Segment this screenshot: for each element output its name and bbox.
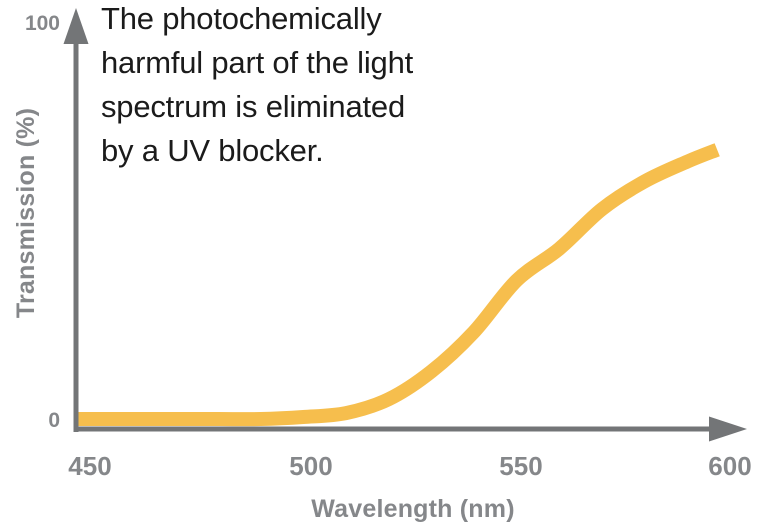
annotation-line-3: spectrum is eliminated bbox=[101, 89, 405, 124]
transmission-curve bbox=[77, 143, 720, 427]
annotation-line-4: by a UV blocker. bbox=[101, 133, 324, 168]
y-axis-line bbox=[73, 40, 79, 432]
x-tick-450: 450 bbox=[68, 451, 111, 481]
y-tick-100: 100 bbox=[25, 12, 60, 35]
annotation-line-1: The photochemically bbox=[101, 1, 382, 36]
x-axis-label: Wavelength (nm) bbox=[311, 495, 514, 523]
annotation-line-2: harmful part of the light bbox=[101, 45, 414, 80]
x-tick-600: 600 bbox=[708, 451, 751, 481]
y-tick-0: 0 bbox=[48, 409, 60, 432]
x-tick-550: 550 bbox=[499, 451, 542, 481]
y-axis-label: Transmission (%) bbox=[12, 108, 40, 318]
x-tick-500: 500 bbox=[289, 451, 332, 481]
annotation-text: The photochemically harmful part of the … bbox=[101, 0, 571, 173]
x-axis-arrow-icon bbox=[709, 416, 747, 442]
y-axis-arrow-icon bbox=[63, 8, 89, 44]
x-axis-line bbox=[73, 426, 712, 432]
